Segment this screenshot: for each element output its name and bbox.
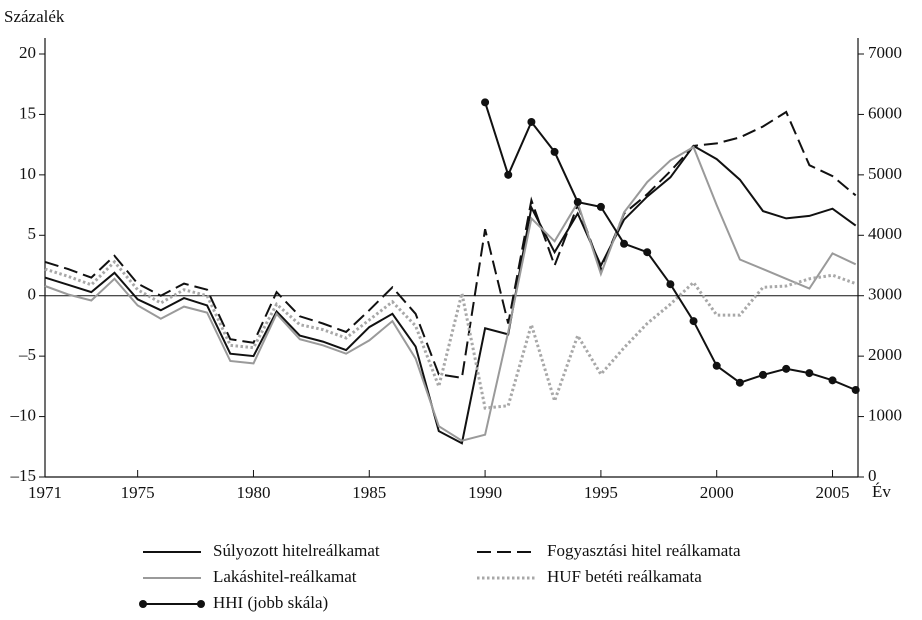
x-tick-label: 1985 (352, 483, 386, 502)
y-tick-label: 20 (19, 43, 36, 62)
y-tick-label: 10 (19, 164, 36, 183)
series-marker (782, 364, 791, 373)
y-tick-label: –5 (18, 345, 36, 364)
series-marker (643, 248, 652, 257)
legend-label: HUF betéti reálkamata (547, 567, 702, 586)
y-tick-label: 15 (19, 103, 36, 122)
series-marker (620, 239, 629, 248)
y2-tick-label: 6000 (868, 103, 902, 122)
series-marker (805, 369, 814, 378)
legend-marker (139, 600, 147, 608)
legend-label: Fogyasztási hitel reálkamata (547, 541, 741, 560)
legend-marker (197, 600, 205, 608)
series-marker (689, 317, 698, 326)
series-marker (851, 385, 860, 394)
y2-tick-label: 1000 (868, 405, 902, 424)
x-tick-label: 1995 (584, 483, 618, 502)
series-marker (759, 370, 768, 379)
legend-label: Lakáshitel-reálkamat (213, 567, 357, 586)
x-tick-label: 1971 (28, 483, 62, 502)
series-marker (712, 361, 721, 370)
y-tick-label: 5 (28, 224, 37, 243)
y2-tick-label: 5000 (868, 164, 902, 183)
series-line (44, 144, 857, 445)
y2-tick-label: 2000 (868, 345, 902, 364)
x-tick-label: 2005 (816, 483, 850, 502)
y2-tick-label: 7000 (868, 43, 902, 62)
y-tick-label: 0 (28, 285, 37, 304)
series-marker (550, 147, 559, 156)
series-marker (527, 117, 536, 126)
y-tick-label: –15 (10, 466, 37, 485)
y-axis-label: Százalék (4, 7, 65, 26)
legend-label: HHI (jobb skála) (213, 593, 328, 612)
series-marker (481, 98, 490, 107)
series-line (44, 145, 857, 442)
x-tick-label: 1975 (121, 483, 155, 502)
series-marker (735, 378, 744, 387)
series-marker (666, 280, 675, 289)
y2-tick-label: 3000 (868, 285, 902, 304)
series-marker (596, 202, 605, 211)
x-tick-label: 1990 (468, 483, 502, 502)
x-tick-label: 1980 (236, 483, 270, 502)
series-marker (573, 198, 582, 207)
series-line (44, 259, 857, 410)
x-axis-label: Év (872, 482, 891, 501)
series-marker (504, 170, 513, 179)
legend-label: Súlyozott hitelreálkamat (213, 541, 380, 560)
x-tick-label: 2000 (700, 483, 734, 502)
series-line (44, 110, 857, 380)
series-marker (828, 376, 837, 385)
y2-tick-label: 0 (868, 466, 877, 485)
y2-tick-label: 4000 (868, 224, 902, 243)
y-tick-label: –10 (10, 405, 37, 424)
